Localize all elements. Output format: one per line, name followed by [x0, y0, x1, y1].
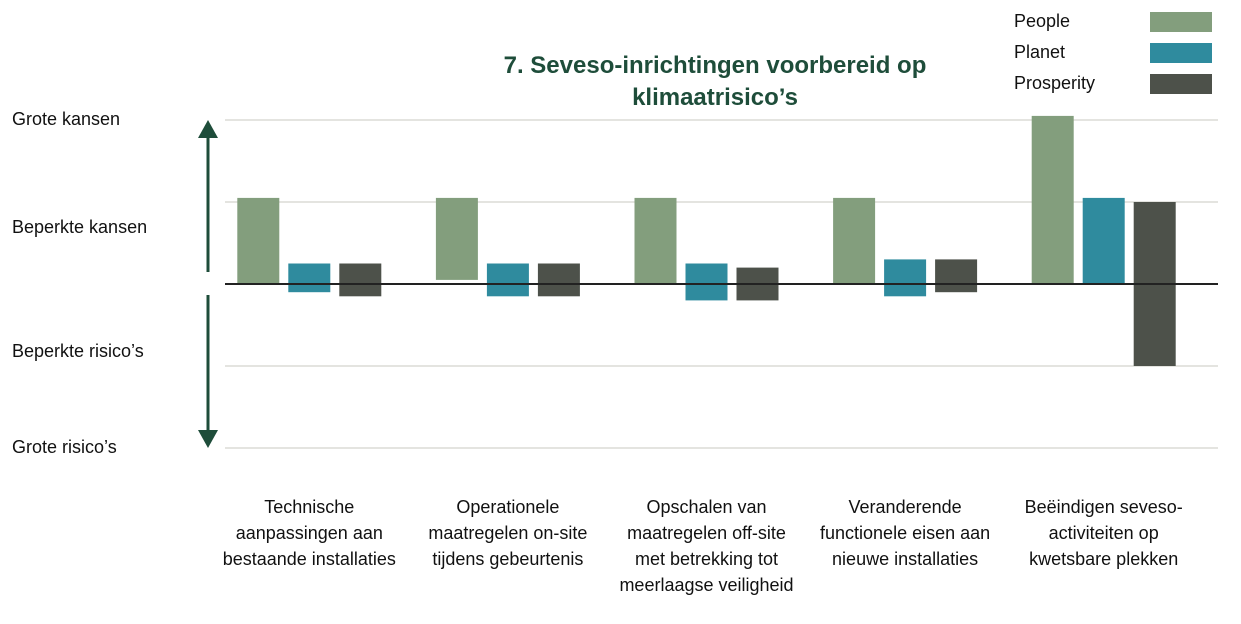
- bar: [486, 263, 529, 297]
- bar: [339, 263, 382, 297]
- legend-label: Prosperity: [1014, 73, 1095, 93]
- x-tick-label: Technische aanpassingen aan bestaande in…: [222, 497, 396, 569]
- chart-title: 7. Seveso-inrichtingen voorbereid op kli…: [503, 52, 927, 111]
- legend-swatch: [1150, 43, 1212, 63]
- legend-label: Planet: [1014, 42, 1065, 62]
- y-tick-label: Beperkte kansen: [12, 217, 147, 237]
- bar: [1031, 115, 1074, 285]
- y-tick-label: Beperkte risico’s: [12, 341, 144, 361]
- bar: [935, 259, 978, 293]
- legend-label: People: [1014, 11, 1070, 31]
- y-tick-label: Grote risico’s: [12, 437, 117, 457]
- bar: [237, 197, 280, 284]
- legend-swatch: [1150, 74, 1212, 94]
- arrow-head: [198, 430, 218, 448]
- arrow-head: [198, 120, 218, 138]
- bar: [634, 197, 677, 284]
- bar: [435, 197, 478, 280]
- y-tick-label: Grote kansen: [12, 109, 120, 129]
- x-tick-label: Beëindigen seveso-activiteiten op kwetsb…: [1024, 497, 1183, 569]
- bar: [1082, 197, 1125, 284]
- bar: [884, 259, 927, 297]
- x-tick-label: Opschalen van maatregelen off-site met b…: [619, 497, 794, 595]
- bar: [685, 263, 728, 301]
- x-tick-label: Veranderende functionele eisen aan nieuw…: [820, 497, 991, 569]
- bar: [833, 197, 876, 284]
- legend-swatch: [1150, 12, 1212, 32]
- bar: [288, 263, 331, 293]
- x-tick-label: Operationele maatregelen on-site tijdens…: [428, 497, 588, 569]
- bar: [537, 263, 580, 297]
